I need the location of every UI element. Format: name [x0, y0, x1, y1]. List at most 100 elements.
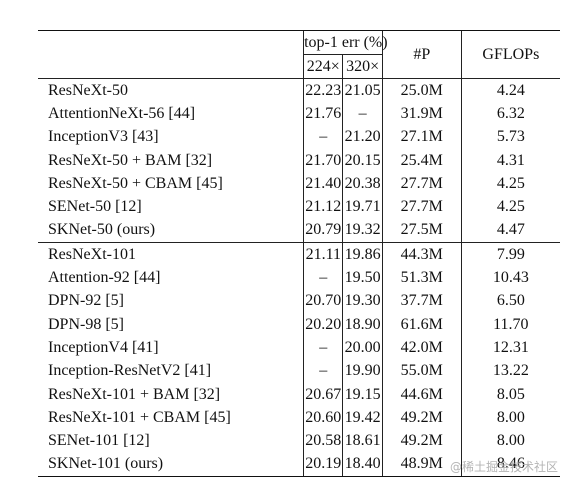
table-row: Attention-92 [44] – 19.50 51.3M 10.43 — [38, 266, 560, 290]
table-row: SENet-101 [12] 20.58 18.61 49.2M 8.00 — [38, 429, 560, 453]
err-224-value: 20.70 — [303, 289, 343, 313]
params-value: 27.7M — [381, 172, 462, 196]
model-name: ResNeXt-50 — [38, 78, 304, 103]
model-name: DPN-98 [5] — [48, 315, 124, 333]
gflops-value: 8.05 — [460, 382, 560, 407]
err-320-value: 19.86 — [342, 242, 383, 267]
err-320-value: 19.42 — [342, 406, 383, 430]
gflops-value: 6.50 — [460, 289, 560, 313]
params-value: 61.6M — [381, 312, 462, 337]
err-224-value: 20.67 — [303, 382, 343, 407]
err-320-value: 19.30 — [342, 289, 383, 313]
gflops-value: 5.73 — [460, 125, 560, 149]
gflops-value: 12.31 — [460, 336, 560, 360]
params-value: 44.6M — [381, 382, 462, 407]
err-224-value: 21.70 — [303, 148, 343, 173]
err-320-value: – — [342, 102, 383, 126]
table-row: ResNeXt-101 + CBAM [45] 20.60 19.42 49.2… — [38, 406, 560, 430]
err-224-value-best: 20.19 — [303, 452, 343, 478]
watermark-text: @稀土掘金技术社区 — [449, 460, 558, 474]
model-name: SENet-101 [12] — [48, 432, 150, 450]
table-row: InceptionV3 [43] – 21.20 27.1M 5.73 — [38, 125, 560, 149]
gflops-value: 11.70 — [460, 312, 560, 337]
model-name: ResNeXt-50 + CBAM [45] — [48, 174, 223, 192]
gflops-value: 4.24 — [460, 78, 560, 103]
params-value: 49.2M — [381, 406, 462, 430]
err-320-value: 19.15 — [342, 382, 383, 407]
model-name: ResNeXt-101 + BAM [32] — [48, 385, 221, 403]
res-224-header: 224× — [303, 54, 343, 79]
params-value: 25.0M — [381, 78, 462, 103]
gflops-value: 4.47 — [460, 218, 560, 243]
err-320-value-best: 18.40 — [342, 452, 383, 478]
err-320-value-best: 19.32 — [342, 218, 383, 243]
model-name: InceptionV3 [43] — [48, 128, 159, 146]
table-row: InceptionV4 [41] – 20.00 42.0M 12.31 — [38, 336, 560, 360]
params-value: 44.3M — [381, 242, 462, 267]
table-row: ResNeXt-101 21.11 19.86 44.3M 7.99 — [38, 242, 560, 267]
model-name: SKNet-50 (ours) — [48, 221, 156, 239]
err-224-value-best: 20.79 — [303, 218, 343, 243]
table-row: Inception-ResNetV2 [41] – 19.90 55.0M 13… — [38, 359, 560, 383]
table-row: AttentionNeXt-56 [44] 21.76 – 31.9M 6.32 — [38, 102, 560, 126]
model-name: InceptionV4 [41] — [48, 338, 159, 356]
err-320-value: 21.20 — [342, 125, 383, 149]
err-224-value: 20.58 — [303, 429, 343, 453]
err-224-value: 21.76 — [303, 102, 343, 126]
err-224-value: – — [303, 125, 343, 149]
gflops-header: GFLOPs — [460, 30, 560, 79]
model-name: Inception-ResNetV2 [41] — [48, 362, 212, 380]
err-224-value: 21.12 — [303, 195, 343, 219]
gflops-value: 10.43 — [460, 266, 560, 290]
gflops-value: 13.22 — [460, 359, 560, 383]
table-row: ResNeXt-50 + BAM [32] 21.70 20.15 25.4M … — [38, 148, 560, 173]
table-row: SKNet-101 (ours) 20.19 18.40 48.9M 8.46 — [38, 452, 560, 478]
model-name: SKNet-101 (ours) — [38, 452, 304, 478]
err-224-value: – — [303, 266, 343, 290]
gflops-value: 4.31 — [460, 148, 560, 173]
err-320-value: 19.90 — [342, 359, 383, 383]
params-value: 37.7M — [381, 289, 462, 313]
err-320-value: 20.15 — [342, 148, 383, 173]
res-320-header: 320× — [342, 54, 383, 79]
model-column-header — [38, 30, 304, 79]
table-row: DPN-92 [5] 20.70 19.30 37.7M 6.50 — [38, 289, 560, 313]
gflops-value: 4.25 — [460, 195, 560, 219]
err-320-value: 19.71 — [342, 195, 383, 219]
table-row: SKNet-50 (ours) 20.79 19.32 27.5M 4.47 — [38, 218, 560, 243]
err-224-value: 20.60 — [303, 406, 343, 430]
params-header: #P — [381, 30, 462, 79]
err-320-value: 18.61 — [342, 429, 383, 453]
params-value: 48.9M — [381, 452, 462, 478]
model-name: AttentionNeXt-56 [44] — [48, 104, 196, 122]
model-name: ResNeXt-101 — [38, 242, 304, 267]
params-value: 27.1M — [381, 125, 462, 149]
params-value: 27.5M — [381, 218, 462, 243]
err-224-value: – — [303, 336, 343, 360]
err-224-value: 22.23 — [303, 78, 343, 103]
err-320-value: 20.00 — [342, 336, 383, 360]
top1-err-header: top-1 err (%) — [303, 30, 388, 55]
gflops-value: 6.32 — [460, 102, 560, 126]
err-224-value: 21.40 — [303, 172, 343, 196]
params-value: 51.3M — [381, 266, 462, 290]
err-224-value: – — [303, 359, 343, 383]
table-row: ResNeXt-50 + CBAM [45] 21.40 20.38 27.7M… — [38, 172, 560, 196]
table-row: ResNeXt-101 + BAM [32] 20.67 19.15 44.6M… — [38, 382, 560, 407]
err-320-value: 21.05 — [342, 78, 383, 103]
header-row-top: top-1 err (%) #P GFLOPs — [38, 30, 560, 79]
gflops-value: 8.00 — [460, 429, 560, 453]
table-row: DPN-98 [5] 20.20 18.90 61.6M 11.70 — [38, 312, 560, 337]
gflops-value: 7.99 — [460, 242, 560, 267]
model-name: ResNeXt-101 + CBAM [45] — [48, 408, 231, 426]
header-row-sub: 224× 320× — [38, 54, 560, 79]
err-320-value: 18.90 — [342, 312, 383, 337]
params-value: 42.0M — [381, 336, 462, 360]
model-name: SENet-50 [12] — [48, 198, 142, 216]
gflops-value: 8.46 — [460, 452, 560, 478]
params-value: 27.7M — [381, 195, 462, 219]
table-row: ResNeXt-50 22.23 21.05 25.0M 4.24 — [38, 78, 560, 103]
table-row: SENet-50 [12] 21.12 19.71 27.7M 4.25 — [38, 195, 560, 219]
params-value: 25.4M — [381, 148, 462, 173]
err-224-value: 20.20 — [303, 312, 343, 337]
